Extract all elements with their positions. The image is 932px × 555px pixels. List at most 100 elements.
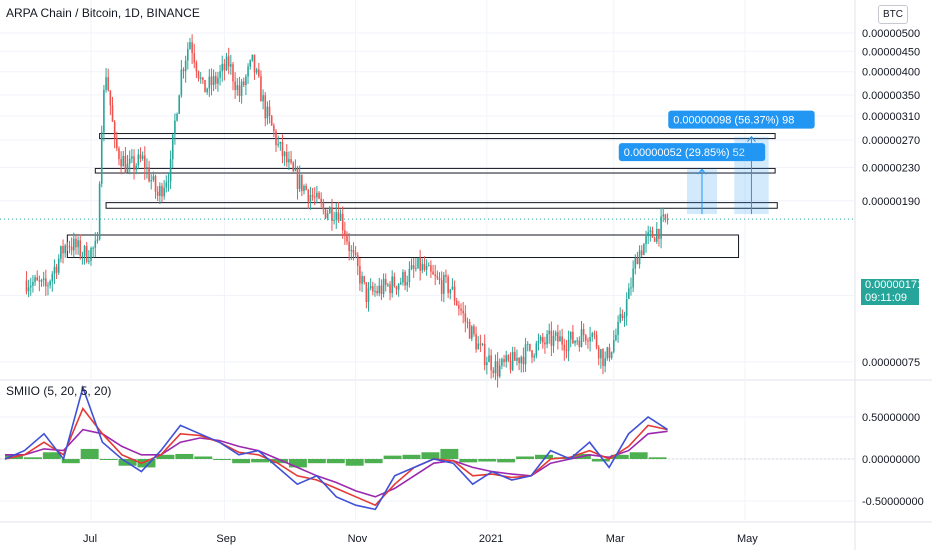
indicator-title[interactable]: SMIIO (5, 20, 5, 20) <box>6 384 112 398</box>
candle-body <box>632 268 634 288</box>
candle-body <box>660 216 662 239</box>
candle-body <box>242 81 245 86</box>
candle <box>184 55 187 83</box>
candle <box>630 277 632 296</box>
candle <box>447 274 449 299</box>
candle-body <box>582 329 585 336</box>
candle-body <box>285 152 288 163</box>
candle-body <box>625 299 628 317</box>
candle <box>410 258 413 271</box>
candle-body <box>146 167 148 169</box>
candle <box>544 336 546 354</box>
candle-body <box>529 343 531 351</box>
candle-body <box>604 358 606 366</box>
candle-body <box>103 89 105 133</box>
candle <box>651 226 654 238</box>
candle <box>628 283 630 300</box>
candle <box>124 146 127 174</box>
candle-body <box>318 192 320 199</box>
candle <box>167 172 170 192</box>
candle <box>473 324 475 337</box>
projection-label: 0.00000052 (29.85%) 52 <box>624 147 745 159</box>
projection-label-bg <box>618 143 766 162</box>
projection-boxes: 0.00000052 (29.85%) 52 0.00000098 (56.37%… <box>618 110 815 215</box>
candle-body <box>51 274 54 282</box>
candle <box>152 171 155 182</box>
candle-body <box>57 258 60 273</box>
candle <box>83 244 86 265</box>
candle <box>174 113 176 145</box>
candle-body <box>533 355 535 358</box>
candle-body <box>514 351 516 361</box>
indicator-tick-label: 0.50000000 <box>862 412 920 424</box>
candle <box>163 180 165 200</box>
candle <box>176 112 178 122</box>
histogram-bar <box>535 454 553 459</box>
candle-body <box>356 255 359 267</box>
candle-body <box>90 247 92 261</box>
candle-body <box>535 343 538 356</box>
candle <box>393 272 396 288</box>
candle <box>591 331 594 342</box>
candle <box>537 333 540 351</box>
candle <box>664 213 667 223</box>
indicator-tick-label: 0.00000000 <box>862 454 920 466</box>
candle <box>503 354 505 367</box>
candle <box>273 123 275 138</box>
candle <box>296 166 299 200</box>
candle <box>382 273 385 298</box>
candle-body <box>128 158 131 164</box>
candle-body <box>443 275 445 294</box>
histogram-bar <box>478 459 497 462</box>
candle <box>313 187 316 206</box>
candle-body <box>610 351 613 358</box>
candle-body <box>507 355 510 361</box>
candle <box>365 282 368 309</box>
candle <box>567 330 570 362</box>
currency-button[interactable]: BTC <box>878 5 908 24</box>
candle <box>275 129 277 152</box>
candle-body <box>301 174 303 192</box>
histogram-bar <box>251 459 270 463</box>
candle <box>98 181 101 241</box>
candle <box>288 151 290 170</box>
candle-body <box>126 163 129 173</box>
candle-body <box>337 212 340 221</box>
candle-body <box>464 313 467 322</box>
candle <box>42 271 45 287</box>
candle-body <box>460 308 462 311</box>
candle-body <box>498 365 501 377</box>
candle <box>526 341 529 352</box>
time-tick-label: Jul <box>83 533 97 545</box>
candle-body <box>608 347 611 358</box>
candle-body <box>404 271 406 286</box>
candle-body <box>49 281 51 286</box>
candle-body <box>537 341 540 344</box>
candle <box>582 323 585 343</box>
candle <box>548 323 551 344</box>
candle <box>331 198 333 231</box>
candle <box>305 183 307 191</box>
candle-body <box>636 257 639 265</box>
candle <box>464 305 467 333</box>
candle-body <box>445 275 447 277</box>
candle <box>369 278 372 291</box>
candle-body <box>283 152 286 157</box>
candle <box>66 241 69 251</box>
candle-body <box>161 185 163 197</box>
candle-body <box>251 54 254 61</box>
candle <box>212 69 215 92</box>
candle <box>348 233 350 261</box>
candle-body <box>290 159 292 163</box>
candle <box>100 125 103 188</box>
candle-body <box>548 330 551 335</box>
candle-body <box>376 290 378 294</box>
candle-body <box>107 77 110 91</box>
candle-body <box>593 333 596 335</box>
candle <box>92 246 94 258</box>
candle <box>111 96 114 122</box>
candle-body <box>47 285 49 287</box>
candle-body <box>408 268 411 283</box>
candle-body <box>597 347 600 359</box>
